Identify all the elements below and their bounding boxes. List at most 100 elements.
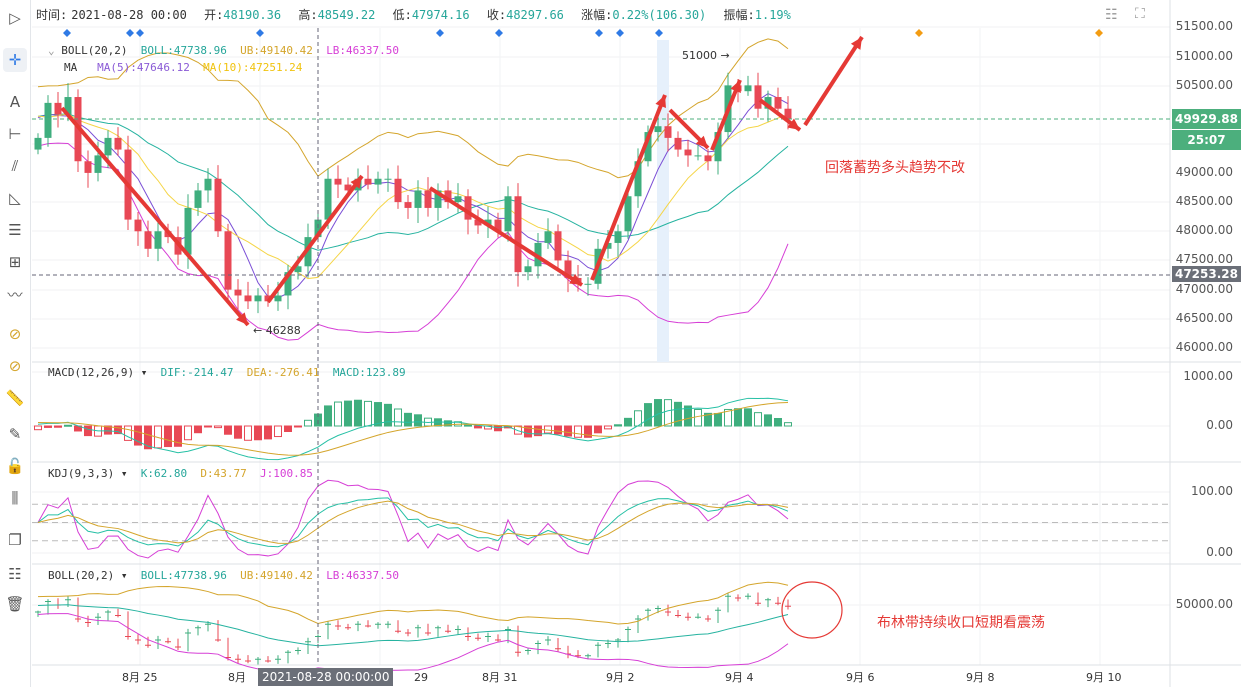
fib-lines-icon[interactable]: ☰: [8, 221, 22, 239]
macd-bar: [34, 425, 42, 431]
ruler-icon[interactable]: 📏: [5, 389, 25, 407]
highlight-band: [657, 40, 669, 362]
ma10-value: MA(10):47251.24: [203, 61, 303, 74]
macd-bar: [224, 425, 232, 435]
boll-pane-name[interactable]: BOLL(20,2): [48, 569, 115, 582]
trend-arrow: [266, 174, 364, 304]
macd-bar: [204, 425, 212, 428]
ub-value: UB:49140.42: [240, 44, 313, 57]
macd-bar: [184, 425, 192, 441]
arrow-head-icon: [730, 80, 741, 93]
candle-body: [64, 97, 72, 115]
triangle-icon[interactable]: ◺: [9, 189, 21, 207]
parallel-lines-icon[interactable]: ⫽: [11, 157, 19, 175]
crosshair-price-tag: 47253.28: [1172, 266, 1241, 282]
lock-icon[interactable]: 🔓: [5, 457, 25, 475]
annotation-note-trend: 回落蓄势多头趋势不改: [825, 160, 965, 176]
kdj-name[interactable]: KDJ(9,3,3): [48, 467, 115, 480]
wave-icon[interactable]: 〰: [7, 285, 23, 304]
macd-bar: [754, 412, 762, 427]
text-tool-icon[interactable]: A: [9, 93, 21, 111]
candle-body: [134, 219, 142, 232]
candle-body: [694, 155, 702, 157]
d-line: [37, 500, 789, 544]
macd-bar: [514, 425, 522, 435]
candle-body: [774, 97, 782, 109]
dropdown-icon[interactable]: ▾: [120, 569, 128, 582]
cursor-arrow-icon[interactable]: ▷: [9, 9, 21, 27]
candle-body: [334, 178, 342, 185]
calendar-edit-icon[interactable]: ☷: [8, 565, 22, 583]
fullscreen-icon[interactable]: ⛶: [1135, 6, 1145, 22]
arrow-head-icon: [569, 273, 582, 285]
ma5-value: MA(5):47646.12: [97, 61, 190, 74]
x-axis-label: 8月 25: [122, 671, 158, 684]
horizontal-line-icon[interactable]: ⊢: [8, 125, 22, 143]
candle-body: [404, 202, 412, 208]
grid-rect-icon[interactable]: ⊞: [8, 253, 22, 271]
brush-icon[interactable]: ✎: [8, 425, 22, 443]
dif-line: [37, 397, 789, 461]
arrow-head-icon: [695, 135, 708, 148]
candle-body: [654, 126, 662, 133]
crosshair-icon[interactable]: ✛: [3, 48, 27, 72]
calendar-icon[interactable]: ☷: [1105, 7, 1118, 23]
ma-name[interactable]: MA: [64, 61, 78, 74]
macd-bar: [104, 425, 112, 435]
macd-bar: [594, 425, 602, 434]
open-value: 48190.36: [223, 8, 282, 22]
macd-bar: [724, 408, 732, 427]
high-annotation: 51000 →: [682, 49, 730, 62]
signal-diamond-icon: [616, 29, 624, 37]
boll-name[interactable]: BOLL(20,2): [61, 44, 128, 57]
macd-bar: [194, 425, 202, 434]
macd-bar: [584, 425, 592, 438]
macd-bar: [174, 425, 182, 447]
candle-body: [394, 178, 402, 203]
bookmark-icon[interactable]: ❐: [8, 531, 22, 549]
candle-body: [494, 219, 502, 232]
candle-body: [204, 178, 212, 191]
price-axis-label: 51000.00: [1175, 49, 1233, 63]
trash-icon[interactable]: 🗑: [5, 595, 25, 613]
candle-body: [274, 295, 282, 302]
candle-body: [294, 266, 302, 273]
candle-body: [254, 295, 262, 302]
macd-bar: [464, 424, 472, 427]
candle-body: [444, 190, 452, 203]
boll-upper-line: [37, 38, 789, 179]
macd-bar: [364, 400, 372, 427]
macd-bar: [534, 425, 542, 437]
x-axis-label: 9月 2: [606, 671, 635, 684]
candle-body: [764, 97, 772, 109]
price-axis-label: 48500.00: [1175, 194, 1233, 208]
macd-value: MACD:123.89: [332, 366, 406, 379]
macd-bar: [84, 425, 92, 437]
candle-body: [754, 85, 762, 109]
low-label: 低:: [392, 8, 412, 22]
macd-bar: [324, 405, 332, 427]
magnet-icon[interactable]: ⊘: [8, 325, 22, 343]
macd-name[interactable]: MACD(12,26,9): [48, 366, 135, 379]
boll-value: BOLL:47738.96: [140, 44, 227, 57]
dropdown-icon[interactable]: ▾: [120, 467, 128, 480]
boll-pane-upper: [37, 581, 789, 625]
signal-diamond-icon: [436, 29, 444, 37]
x-axis-label: 9月 6: [846, 671, 875, 684]
kdj-axis-label: 100.00: [1191, 484, 1233, 498]
x-axis-label: 9月 8: [966, 671, 995, 684]
candle-body: [624, 196, 632, 232]
signal-diamond-icon: [495, 29, 503, 37]
arrow-head-icon: [850, 37, 862, 50]
candle-body: [194, 190, 202, 208]
time-value: 2021-08-28 00:00: [71, 8, 187, 22]
candle-body: [104, 137, 112, 156]
candle-body: [524, 266, 532, 273]
magnet-strong-icon[interactable]: ⊘: [8, 357, 22, 375]
amplitude-value: 1.19%: [754, 8, 791, 22]
hide-drawings-icon[interactable]: ⫼: [11, 489, 19, 507]
candle-body: [544, 231, 552, 243]
dropdown-icon[interactable]: ▾: [140, 366, 148, 379]
candle-body: [284, 272, 292, 296]
